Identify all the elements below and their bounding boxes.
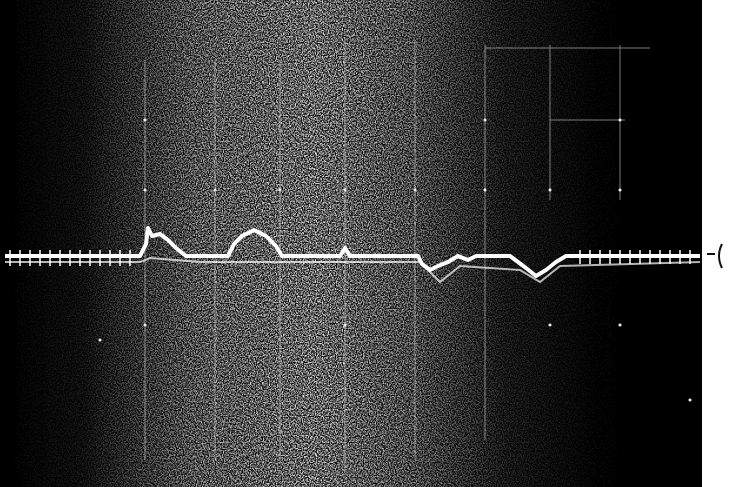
oscilloscope-photo [0, 0, 730, 487]
noise-band [0, 0, 702, 487]
page: (() => { const data = JSON.parse(documen… [0, 0, 730, 487]
margin [702, 0, 730, 487]
